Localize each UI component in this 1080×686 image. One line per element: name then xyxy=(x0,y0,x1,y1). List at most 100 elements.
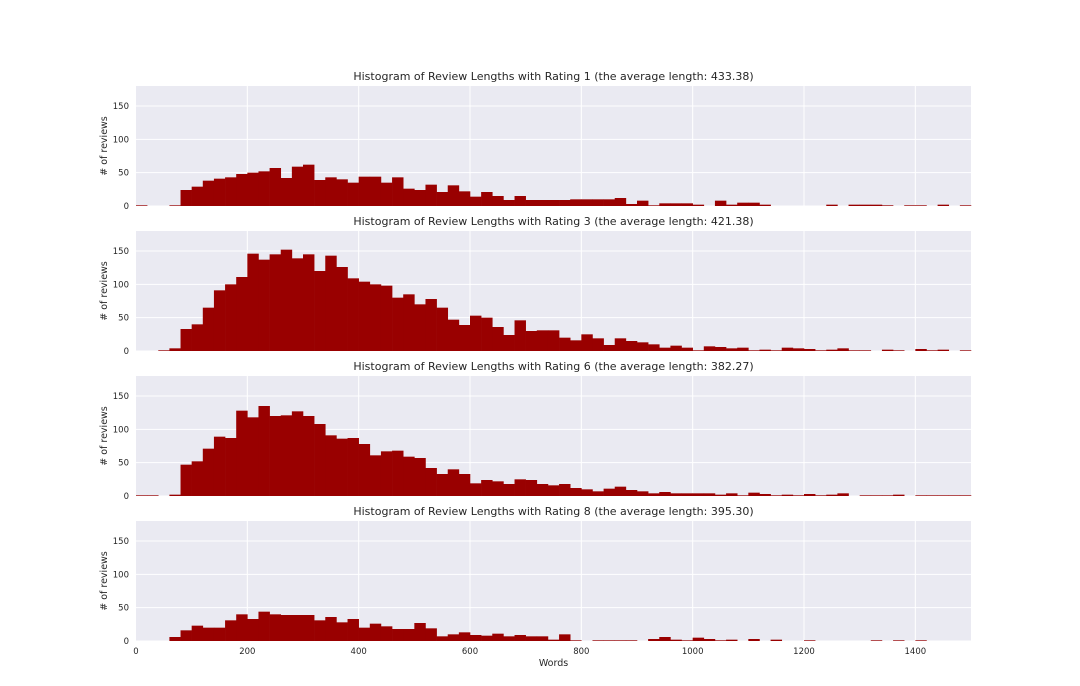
y-tick-label: 0 xyxy=(124,637,129,647)
histogram-bar xyxy=(503,335,515,351)
subplot-title: Histogram of Review Lengths with Rating … xyxy=(353,70,753,83)
histogram-bar xyxy=(547,639,560,641)
histogram-bar xyxy=(369,455,382,496)
histogram-bar xyxy=(681,640,693,641)
histogram-bar xyxy=(748,492,760,496)
histogram-bar xyxy=(625,640,638,641)
histogram-bar xyxy=(893,494,905,496)
subplot-rating-panel: Histogram of Review Lengths with Rating … xyxy=(99,505,971,669)
histogram-bar xyxy=(592,199,604,206)
histogram-bar xyxy=(336,622,348,641)
histogram-bar xyxy=(503,200,515,206)
y-axis-label: # of reviews xyxy=(99,406,110,466)
y-tick-label: 150 xyxy=(113,537,129,547)
histogram-bar xyxy=(447,185,460,206)
histogram-bar xyxy=(581,334,593,351)
histogram-bar xyxy=(470,196,482,206)
histogram-bar xyxy=(881,349,894,351)
subplot-title: Histogram of Review Lengths with Rating … xyxy=(353,505,753,518)
histogram-bar xyxy=(369,284,382,351)
histogram-bar xyxy=(247,619,259,641)
histogram-bar xyxy=(380,285,393,351)
histogram-bar xyxy=(948,495,961,496)
histogram-bar xyxy=(870,495,883,496)
subplot-rating-panel: Histogram of Review Lengths with Rating … xyxy=(99,215,972,357)
histogram-bar xyxy=(748,202,760,206)
histogram-bar xyxy=(848,204,860,206)
histogram-bar xyxy=(815,495,827,496)
x-tick-label: 1400 xyxy=(905,647,927,657)
histogram-bar xyxy=(536,200,549,206)
histogram-bar xyxy=(648,344,660,351)
histogram-bar xyxy=(648,639,660,641)
histogram-bar xyxy=(191,324,204,351)
histogram-bar xyxy=(358,444,371,496)
histogram-bar xyxy=(492,633,504,641)
histogram-bar xyxy=(959,350,972,351)
histogram-bar xyxy=(770,639,783,641)
histogram-bar xyxy=(425,628,437,641)
histogram-bar xyxy=(781,347,794,351)
histogram-bar xyxy=(358,176,371,206)
histogram-bar xyxy=(280,178,293,206)
histogram-bar xyxy=(826,494,838,496)
histogram-bar xyxy=(369,176,382,206)
histogram-bar xyxy=(570,640,582,641)
histogram-bar xyxy=(169,637,181,641)
histogram-bar xyxy=(225,177,237,206)
histogram-bar xyxy=(414,623,426,641)
histogram-bar xyxy=(870,640,883,641)
histogram-bar xyxy=(770,350,783,351)
histogram-bar xyxy=(425,468,437,496)
histogram-bar xyxy=(470,315,482,351)
histogram-bar xyxy=(180,464,192,496)
histogram-bar xyxy=(136,205,148,206)
histogram-bar xyxy=(703,493,716,496)
histogram-bar xyxy=(213,178,226,206)
histogram-bar xyxy=(247,417,259,496)
histogram-bar xyxy=(303,254,315,351)
histogram-bar xyxy=(826,349,838,351)
histogram-bar xyxy=(236,277,248,351)
histogram-bar xyxy=(180,329,192,351)
histogram-bar xyxy=(592,640,604,641)
histogram-bar xyxy=(180,630,192,641)
histogram-bar xyxy=(926,350,938,351)
histogram-bar xyxy=(191,186,204,206)
subplot-title: Histogram of Review Lengths with Rating … xyxy=(353,215,753,228)
histogram-bar xyxy=(436,307,449,351)
histogram-bar xyxy=(714,200,727,206)
histogram-bar xyxy=(447,634,460,641)
histogram-bar xyxy=(403,188,415,206)
histogram-bar xyxy=(291,615,304,641)
histogram-bar xyxy=(893,350,905,351)
histogram-bar xyxy=(703,346,716,351)
histogram-bar xyxy=(202,627,215,641)
histogram-bar xyxy=(547,485,560,496)
histogram-bar xyxy=(481,480,493,496)
histogram-bar xyxy=(458,632,471,641)
histogram-bar xyxy=(269,168,282,206)
histogram-bar xyxy=(692,350,705,351)
histogram-bar xyxy=(937,349,950,351)
y-tick-label: 150 xyxy=(113,102,129,112)
histogram-bar xyxy=(202,180,215,206)
histogram-bar xyxy=(202,307,215,351)
histogram-bar xyxy=(280,249,293,351)
histogram-bar xyxy=(726,639,738,641)
histogram-bar xyxy=(213,290,226,351)
histogram-bar xyxy=(325,435,337,496)
histogram-bar xyxy=(303,164,315,206)
histogram-bar xyxy=(915,205,927,206)
histogram-bar xyxy=(180,190,192,206)
histogram-bar xyxy=(291,258,304,351)
histogram-bar xyxy=(492,481,504,496)
y-tick-label: 50 xyxy=(118,459,129,469)
y-axis-label: # of reviews xyxy=(99,261,110,321)
histogram-bar xyxy=(581,199,593,206)
histogram-bar xyxy=(792,495,805,496)
histogram-bar xyxy=(959,205,972,206)
histogram-bar xyxy=(804,494,816,496)
histogram-bar xyxy=(659,637,671,641)
histogram-bar xyxy=(770,495,783,496)
